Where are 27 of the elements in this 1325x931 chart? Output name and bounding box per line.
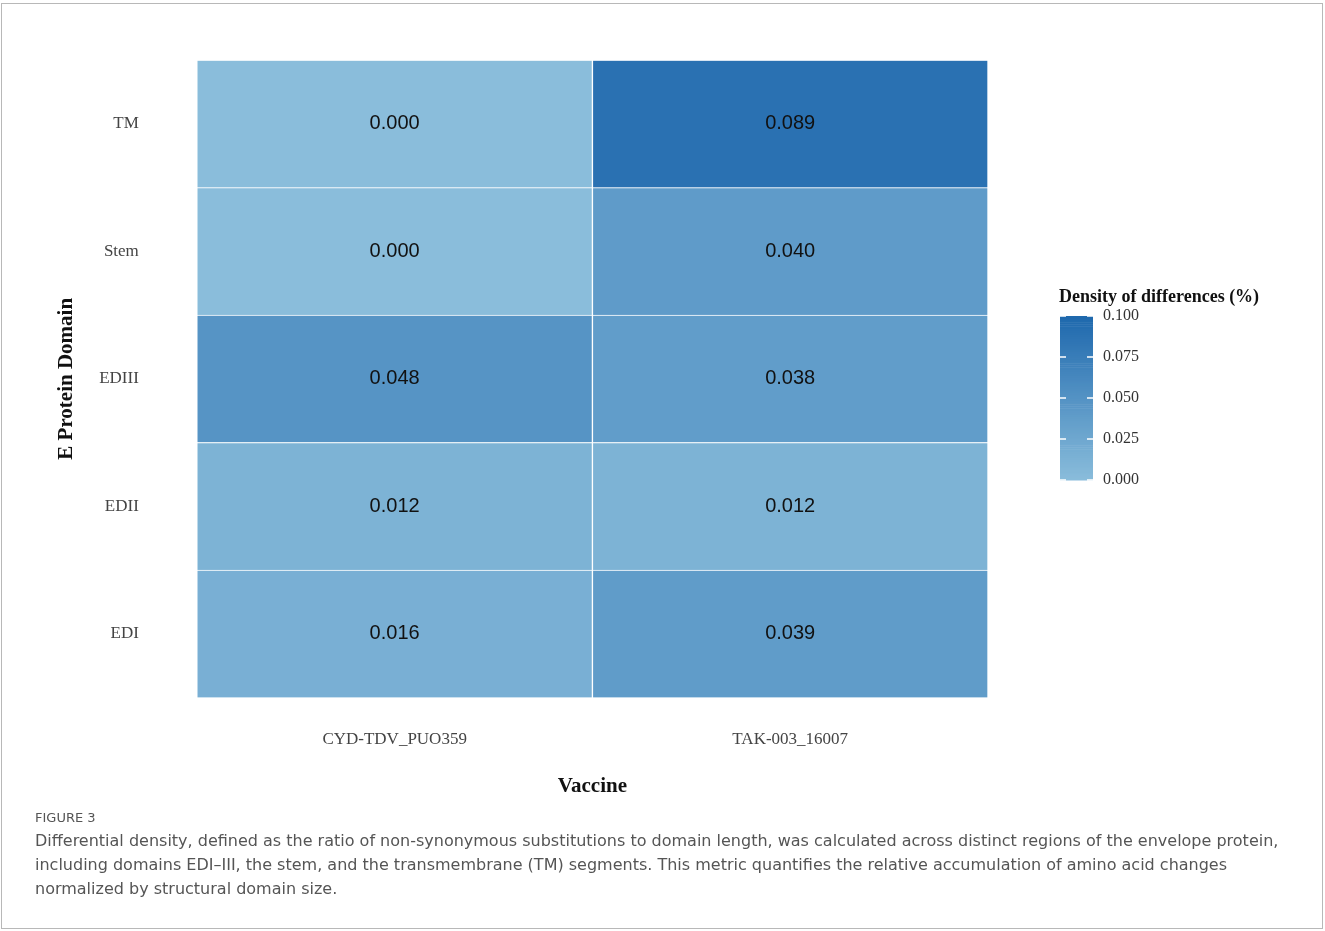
y-tick-label: EDI (110, 623, 140, 643)
data-label: 0.039 (765, 621, 816, 644)
x-tick-label: CYD-TDV_PUO359 (322, 729, 467, 749)
data-label: 0.038 (765, 366, 816, 389)
text: Differential density, defined as the ratio of non-synonymous substitutions to domain length, was calculated across distinct regions of the envelope protein, including domains EDI–III, the stem, and the transmembrane (TM) segments. This metric quantifies the relative accumulation of amino acid changes normalized by structural domain size. (35, 830, 1280, 900)
y-tick-label: EDII (104, 495, 140, 515)
data-label: 0.000 (369, 238, 420, 261)
y-tick-label: Stem (103, 240, 139, 260)
color-bar-label: 0.025 (1103, 429, 1139, 447)
data-label: 0.000 (369, 111, 420, 134)
x-tick-label: TAK-003_16007 (732, 729, 849, 749)
color-bar-label: 0.075 (1103, 347, 1139, 365)
y-axis-title: E Protein Domain (53, 297, 78, 460)
data-label: 0.089 (765, 111, 816, 134)
data-label: 0.012 (369, 493, 420, 516)
color-bar-title: Density of differences (%) (1059, 286, 1260, 307)
y-tick-label: EDIII (99, 368, 140, 388)
color-bar-label: 0.050 (1103, 388, 1139, 406)
x-axis-title: Vaccine (557, 772, 628, 797)
color-bar-label: 0.000 (1103, 470, 1139, 488)
data-label: 0.016 (369, 621, 420, 644)
data-label: 0.012 (765, 493, 816, 516)
data-label: 0.040 (765, 238, 816, 261)
data-label: 0.048 (369, 366, 420, 389)
caption: FIGURE 3 (35, 810, 97, 825)
color-bar-label: 0.100 (1103, 306, 1139, 324)
y-tick-label: TM (113, 113, 139, 133)
